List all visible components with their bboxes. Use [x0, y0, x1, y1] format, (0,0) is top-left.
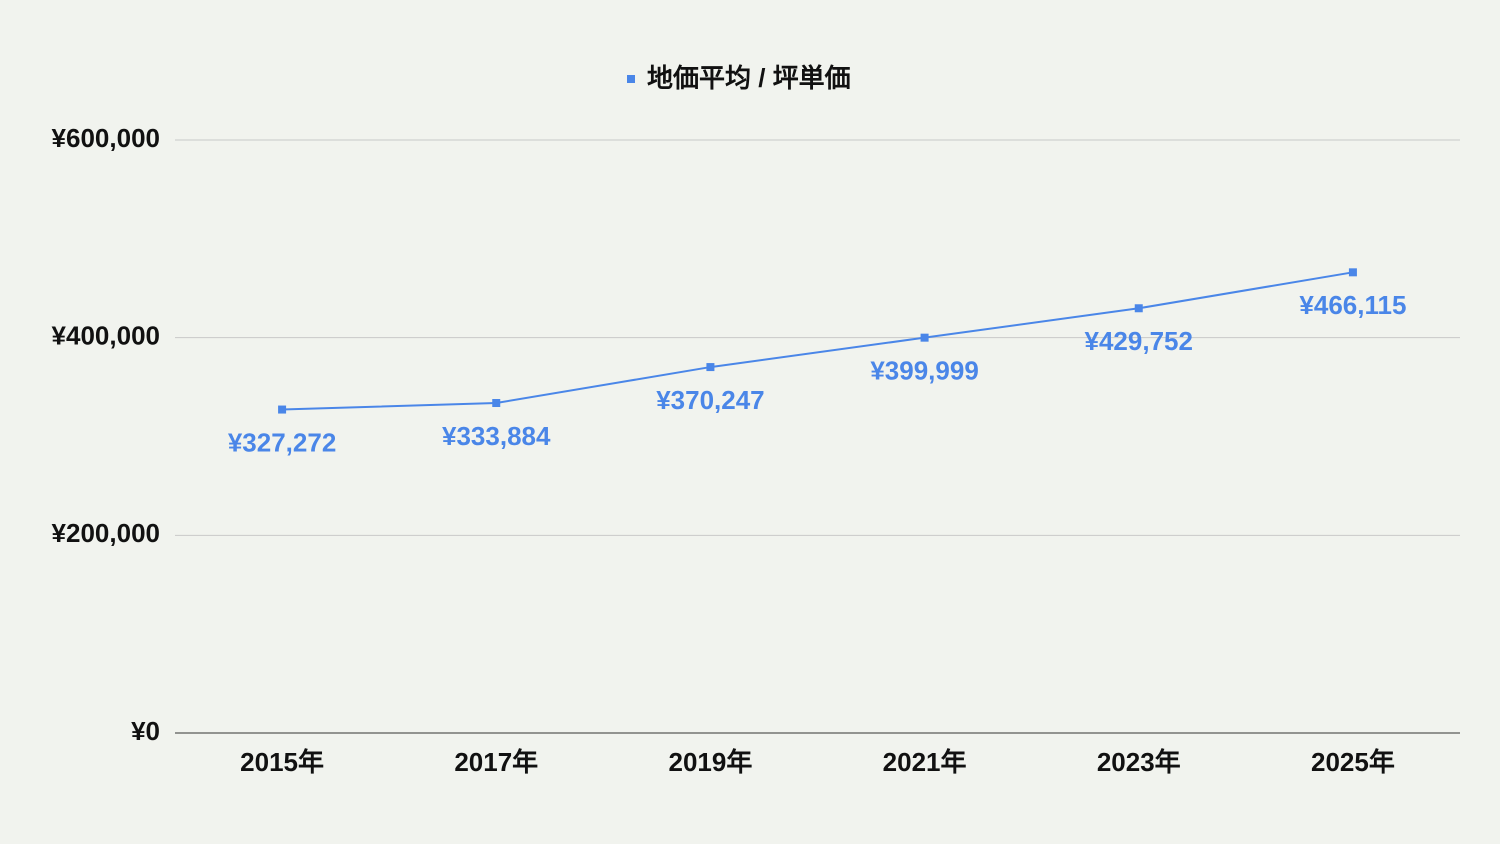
x-tick-label: 2023年 — [1097, 747, 1181, 777]
x-tick-label: 2021年 — [883, 747, 967, 777]
data-label: ¥370,247 — [656, 385, 764, 415]
y-tick-label: ¥600,000 — [52, 123, 160, 153]
legend-label: 地価平均 / 坪単価 — [647, 63, 851, 93]
x-tick-label: 2017年 — [454, 747, 538, 777]
point — [492, 399, 501, 408]
x-tick-label: 2025年 — [1311, 747, 1395, 777]
y-tick-label: ¥400,000 — [52, 321, 160, 351]
point — [278, 405, 287, 414]
point — [1134, 304, 1143, 313]
y-tick-label: ¥200,000 — [52, 518, 160, 548]
point — [706, 363, 715, 372]
point — [1348, 268, 1357, 277]
data-label: ¥429,752 — [1085, 326, 1193, 356]
x-tick-label: 2015年 — [240, 747, 324, 777]
data-label: ¥327,272 — [228, 427, 336, 457]
line — [282, 271, 1354, 411]
x-tick-label: 2019年 — [668, 747, 752, 777]
data-label: ¥466,115 — [1299, 290, 1406, 320]
data-label: ¥333,884 — [442, 421, 551, 451]
data-label: ¥399,999 — [870, 356, 978, 386]
legend-marker — [627, 75, 635, 83]
y-tick-label: ¥0 — [131, 716, 160, 746]
point — [920, 333, 929, 342]
